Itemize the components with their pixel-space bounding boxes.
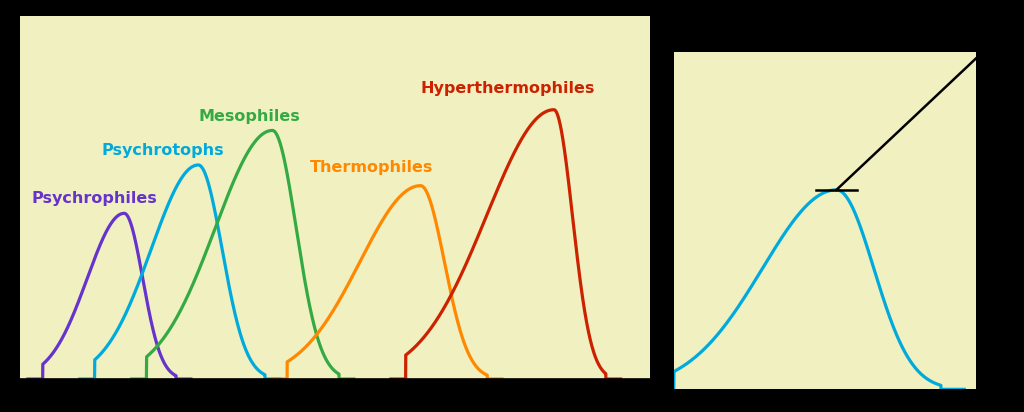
Text: Psychrotophs: Psychrotophs	[102, 143, 224, 158]
Text: Mesophiles: Mesophiles	[199, 108, 300, 124]
Text: Psychrophiles: Psychrophiles	[32, 192, 158, 206]
Text: Hyperthermophiles: Hyperthermophiles	[421, 81, 595, 96]
Text: Thermophiles: Thermophiles	[309, 160, 433, 176]
